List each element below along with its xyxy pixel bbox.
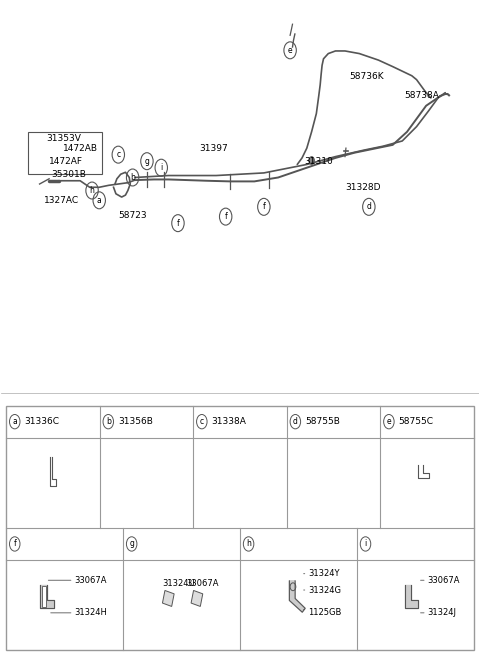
Text: d: d <box>366 202 372 212</box>
Polygon shape <box>40 585 54 608</box>
Text: 33067A: 33067A <box>74 576 107 585</box>
Text: 31324J: 31324J <box>427 608 456 618</box>
Text: 33067A: 33067A <box>427 576 460 585</box>
Text: 1327AC: 1327AC <box>44 196 80 205</box>
Polygon shape <box>405 585 418 608</box>
Circle shape <box>309 157 314 164</box>
Bar <box>149 464 153 480</box>
Polygon shape <box>289 581 305 612</box>
Text: f: f <box>263 202 265 212</box>
Text: 1125GB: 1125GB <box>308 608 341 618</box>
Text: i: i <box>364 540 367 548</box>
Text: h: h <box>246 540 251 548</box>
Text: a: a <box>12 417 17 426</box>
Text: 1472AF: 1472AF <box>49 157 83 166</box>
Bar <box>335 464 339 479</box>
Text: b: b <box>106 417 111 426</box>
Bar <box>329 464 340 479</box>
Text: 58755C: 58755C <box>398 417 433 426</box>
Bar <box>233 464 249 479</box>
Bar <box>139 464 157 480</box>
Text: f: f <box>177 219 180 228</box>
Text: a: a <box>97 196 102 205</box>
Bar <box>329 464 334 479</box>
Text: 58755B: 58755B <box>305 417 340 426</box>
Text: h: h <box>90 186 95 195</box>
Text: 31324H: 31324H <box>74 608 107 618</box>
Text: e: e <box>288 46 292 55</box>
Text: 31328D: 31328D <box>345 183 381 192</box>
Text: b: b <box>130 173 135 182</box>
Bar <box>162 590 174 607</box>
Text: 31324G: 31324G <box>308 586 341 595</box>
Text: f: f <box>224 212 227 221</box>
Text: 31353V: 31353V <box>47 134 82 143</box>
Bar <box>239 464 243 479</box>
FancyBboxPatch shape <box>6 405 474 650</box>
Text: 31397: 31397 <box>199 143 228 153</box>
Text: 31336C: 31336C <box>24 417 60 426</box>
Text: d: d <box>293 417 298 426</box>
Text: e: e <box>386 417 391 426</box>
Text: g: g <box>129 540 134 548</box>
Text: 31310: 31310 <box>304 157 333 166</box>
Text: f: f <box>13 540 16 548</box>
Text: 35301B: 35301B <box>51 170 86 179</box>
Bar <box>233 464 238 479</box>
Bar <box>42 586 46 607</box>
FancyBboxPatch shape <box>28 132 102 174</box>
Text: 1472AB: 1472AB <box>63 143 98 153</box>
Bar <box>243 464 248 479</box>
Text: 31356B: 31356B <box>118 417 153 426</box>
Text: c: c <box>116 150 120 159</box>
Text: 58736K: 58736K <box>350 72 384 81</box>
Text: 31324Y: 31324Y <box>308 569 339 578</box>
Text: 31338A: 31338A <box>211 417 246 426</box>
Text: 58723: 58723 <box>118 211 147 220</box>
Text: 33067A: 33067A <box>186 579 219 588</box>
Bar <box>144 464 148 480</box>
Text: 58738A: 58738A <box>405 92 440 100</box>
Text: g: g <box>144 157 149 166</box>
Text: 31324U: 31324U <box>162 579 195 588</box>
Bar <box>139 464 144 480</box>
Text: c: c <box>200 417 204 426</box>
Text: i: i <box>160 163 162 172</box>
Bar <box>191 590 203 607</box>
